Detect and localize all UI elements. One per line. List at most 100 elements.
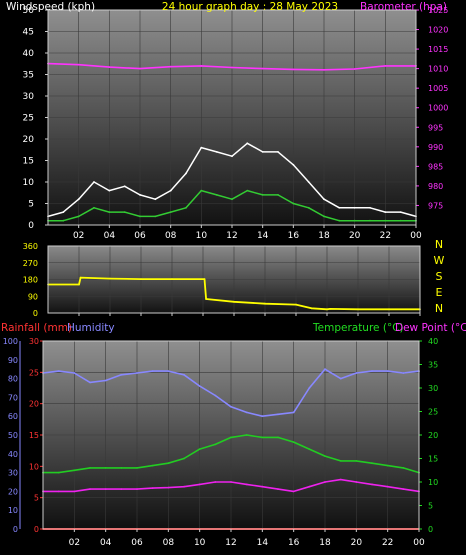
hour-tick-label: 18 bbox=[318, 231, 330, 241]
wind-tick-label: 20 bbox=[23, 135, 35, 145]
hour-tick-label: 06 bbox=[131, 538, 143, 548]
dewpoint-point bbox=[339, 478, 342, 481]
wind-gust-point bbox=[277, 151, 279, 153]
humidity-point bbox=[183, 373, 185, 376]
compass-label: N bbox=[435, 238, 443, 251]
wind-average-point bbox=[261, 194, 264, 196]
top-plot-frame bbox=[47, 9, 417, 226]
hour-tick-label: 22 bbox=[382, 538, 393, 548]
compass-label: W bbox=[434, 254, 445, 267]
wind-gust-point bbox=[154, 198, 157, 201]
barometer-point bbox=[261, 67, 264, 70]
hour-tick-label: 02 bbox=[69, 538, 80, 548]
bottom-plot-frame bbox=[42, 340, 420, 530]
humidity-point bbox=[120, 373, 123, 376]
wind-tick-label: 25 bbox=[23, 114, 34, 124]
wind-gust-point bbox=[200, 146, 203, 149]
wind-average-point bbox=[384, 219, 387, 222]
wind-average-point bbox=[277, 194, 279, 196]
temperature-point bbox=[402, 467, 405, 469]
wind-gust-point bbox=[292, 163, 295, 166]
humidity-point bbox=[292, 411, 295, 414]
humidity-point bbox=[308, 387, 311, 389]
hour-tick-label: 10 bbox=[194, 538, 206, 548]
wind-direction-point bbox=[109, 277, 111, 280]
wind-direction-point bbox=[326, 308, 328, 311]
temp-tick-label: 35 bbox=[428, 361, 438, 370]
barometer-point bbox=[353, 68, 356, 70]
wind-average-point bbox=[185, 206, 187, 209]
barometer-point bbox=[77, 63, 80, 66]
wind-average-point bbox=[246, 189, 249, 192]
wind-tick-label: 45 bbox=[23, 28, 34, 38]
temp-tick-label: 25 bbox=[428, 408, 438, 417]
dewpoint-point bbox=[120, 488, 123, 490]
temperature-point bbox=[57, 471, 60, 474]
humidity-tick-label: 50 bbox=[8, 431, 18, 440]
wind-tick-label: 5 bbox=[28, 200, 34, 210]
hour-tick-label: 02 bbox=[73, 231, 84, 241]
humidity-point bbox=[230, 405, 232, 408]
dewpoint-point bbox=[214, 481, 217, 483]
wind-tick-label: 50 bbox=[23, 6, 35, 16]
baro-tick-label: 1025 bbox=[428, 6, 448, 15]
baro-tick-label: 1005 bbox=[428, 84, 448, 93]
dewpoint-axis-title: Dew Point (°C) bbox=[395, 322, 466, 334]
rain-tick-label: 5 bbox=[34, 494, 39, 503]
humidity-tick-label: 70 bbox=[8, 393, 18, 402]
barometer-point bbox=[139, 67, 141, 70]
temp-tick-label: 5 bbox=[428, 502, 433, 511]
dewpoint-point bbox=[104, 488, 107, 490]
wind-gust-point bbox=[215, 151, 218, 153]
humidity-axis-title: Humidity bbox=[67, 322, 115, 334]
direction-tick-label: 0 bbox=[33, 309, 38, 318]
wind-average-point bbox=[369, 219, 371, 222]
baro-tick-label: 1020 bbox=[428, 26, 448, 35]
hour-tick-label: 14 bbox=[257, 231, 269, 241]
wind-average-point bbox=[139, 215, 141, 218]
wind-gust-point bbox=[77, 198, 80, 201]
hour-tick-label: 16 bbox=[288, 231, 300, 241]
hour-tick-label: 06 bbox=[134, 231, 146, 241]
dewpoint-point bbox=[245, 483, 248, 486]
rain-tick-label: 25 bbox=[29, 368, 39, 377]
humidity-tick-label: 40 bbox=[8, 450, 18, 459]
wind-average-point bbox=[200, 189, 203, 192]
temperature-point bbox=[230, 436, 232, 439]
wind-direction-point bbox=[264, 302, 266, 305]
wind-average-point bbox=[399, 219, 402, 222]
wind-gust-point bbox=[231, 155, 233, 158]
direction-tick-label: 90 bbox=[28, 292, 38, 301]
wind-gust-point bbox=[123, 185, 126, 188]
wind-direction-point bbox=[79, 276, 82, 279]
humidity-point bbox=[355, 372, 358, 374]
wind-gust-point bbox=[307, 181, 310, 183]
rain-tick-label: 15 bbox=[29, 431, 39, 440]
wind-gust-point bbox=[185, 172, 187, 175]
temperature-point bbox=[245, 434, 248, 436]
wind-average-point bbox=[123, 211, 126, 214]
temperature-point bbox=[136, 467, 138, 469]
hour-tick-label: 00 bbox=[410, 231, 422, 241]
temp-tick-label: 20 bbox=[428, 431, 438, 440]
wind-tick-label: 40 bbox=[23, 49, 35, 59]
wind-average-point bbox=[307, 206, 310, 209]
humidity-point bbox=[167, 370, 170, 372]
barometer-point bbox=[200, 65, 203, 67]
dewpoint-point bbox=[292, 490, 295, 493]
wind-gust-point bbox=[353, 206, 356, 209]
barometer-point bbox=[108, 66, 111, 68]
barometer-point bbox=[292, 68, 295, 71]
humidity-tick-label: 90 bbox=[8, 356, 18, 365]
temperature-point bbox=[89, 467, 91, 469]
temperature-axis-title: Temperature (°C) bbox=[312, 322, 404, 334]
hour-tick-label: 22 bbox=[380, 231, 391, 241]
barometer-point bbox=[323, 68, 325, 71]
baro-tick-label: 1000 bbox=[428, 104, 448, 113]
temperature-point bbox=[151, 464, 154, 467]
temp-tick-label: 0 bbox=[428, 525, 433, 534]
humidity-point bbox=[89, 381, 91, 384]
humidity-tick-label: 10 bbox=[8, 506, 18, 515]
compass-label: N bbox=[435, 302, 443, 315]
temp-tick-label: 40 bbox=[428, 337, 438, 346]
